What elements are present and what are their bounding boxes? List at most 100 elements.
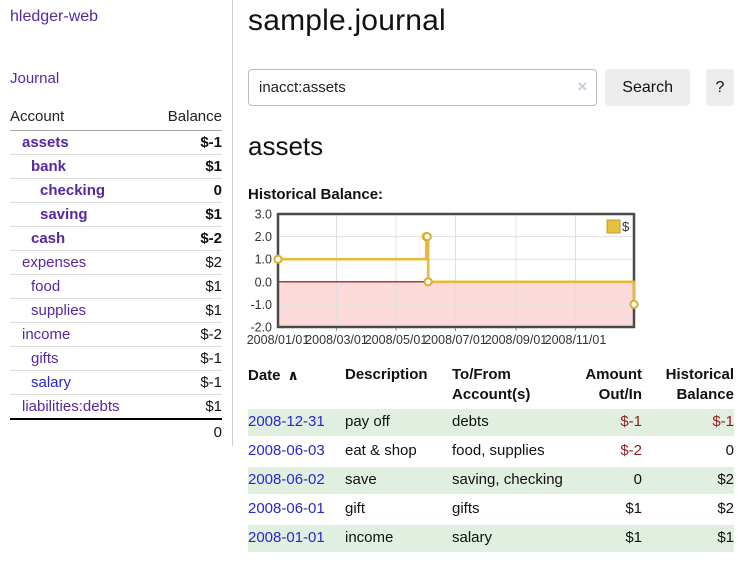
transaction-accounts: food, supplies [452,442,545,459]
transaction-balance: $2 [717,500,734,517]
account-link-liabilities-debts[interactable]: liabilities:debts [22,398,120,415]
main-content: sample.journal × Search ? assets Histori… [247,0,734,554]
transaction-balance: $1 [642,525,734,552]
register-col-amount: Amount Out/In [585,366,642,403]
transaction-description: income [345,525,452,552]
sort-asc-icon: ∧ [287,367,299,383]
account-row: gifts $-1 [10,346,222,371]
account-balance: $-1 [151,130,222,155]
account-row: bank $1 [10,154,222,179]
transaction-amount: $-2 [620,442,642,459]
account-balance: $1 [151,154,222,179]
svg-text:2008/09/01: 2008/09/01 [485,333,548,347]
transaction-row: 2008-12-31 pay off debts $-1 $-1 [248,409,734,436]
register-col-accounts: To/From Account(s) [452,366,531,403]
transaction-date: 2008-12-31 [248,409,345,436]
account-row: food $1 [10,274,222,299]
account-link-salary[interactable]: salary [31,374,72,391]
account-balance: $1 [151,298,222,323]
transaction-accounts: salary [452,525,564,552]
accounts-table: Account Balance assets $-1 bank $1 checking 0… [10,106,222,445]
app-brand-link[interactable]: hledger-web [10,8,99,25]
transaction-row: 2008-06-01 gift gifts $1 $2 [248,496,734,523]
account-row: salary $-1 [10,370,222,395]
account-link-checking[interactable]: checking [40,182,106,199]
account-row: liabilities:debts $1 [10,394,222,420]
register-col-description: Description [345,366,428,383]
account-row: checking 0 [10,178,222,203]
accounts-col-balance: Balance [151,106,222,131]
svg-text:3.0: 3.0 [255,208,272,222]
svg-text:2.0: 2.0 [255,230,272,244]
search-input[interactable] [248,69,598,106]
transaction-date: 2008-01-01 [248,525,345,552]
account-row: supplies $1 [10,298,222,323]
svg-text:-1.0: -1.0 [250,298,272,312]
sidebar-item-journal[interactable]: Journal [10,70,60,87]
help-button[interactable]: ? [706,69,734,106]
chart-svg: $3.0 2.0 1.0 0.0 -1.0 -2.02008/01/012008/03/0… [247,208,639,347]
transaction-date-link[interactable]: 2008-12-31 [248,413,325,430]
account-link-supplies[interactable]: supplies [31,302,87,319]
account-balance: $1 [151,274,222,299]
svg-text:$: $ [622,219,630,234]
account-balance: $-2 [151,226,222,251]
transaction-amount: $1 [564,525,642,552]
svg-text:-2.0: -2.0 [250,321,272,335]
transaction-date-link[interactable]: 2008-06-01 [248,500,325,517]
account-row: saving $1 [10,202,222,227]
register-table: Date ∧ Description To/From Account(s) Amo… [248,363,734,554]
transaction-date: 2008-06-03 [248,438,345,465]
account-link-food[interactable]: food [31,278,61,295]
transaction-row: 2008-01-01 income salary $1 $1 [248,525,734,552]
svg-text:2008/11/01: 2008/11/01 [545,333,607,347]
account-row: expenses $2 [10,250,222,275]
register-col-date[interactable]: Date ∧ [248,367,299,384]
account-balance: $2 [151,250,222,275]
account-row: income $-2 [10,322,222,347]
chart-title: Historical Balance: [248,186,384,203]
transaction-description: save [345,467,452,494]
transaction-accounts: gifts [452,500,480,517]
transaction-date-link[interactable]: 2008-06-02 [248,471,325,488]
svg-text:2008/07/01: 2008/07/01 [424,333,487,347]
historical-balance-chart: $3.0 2.0 1.0 0.0 -1.0 -2.0 2008/01/01 2008/03/0… [247,208,734,348]
svg-text:1.0: 1.0 [255,253,272,267]
account-link-cash[interactable]: cash [31,230,66,247]
transaction-date-link[interactable]: 2008-01-01 [248,529,325,546]
transaction-balance: $2 [642,467,734,494]
sidebar: hledger-web Journal Account Balance asse… [0,0,233,446]
transaction-amount: $1 [625,500,642,517]
account-link-income[interactable]: income [22,326,71,343]
transaction-description: pay off [345,409,452,436]
account-heading: assets [248,131,324,161]
account-link-gifts[interactable]: gifts [31,350,59,367]
transaction-description: gift [345,500,366,517]
search-button[interactable]: Search [605,69,690,106]
transaction-row: 2008-06-02 save saving, checking 0 $2 [248,467,734,494]
account-link-expenses[interactable]: expenses [22,254,87,271]
svg-text:2008/01/01: 2008/01/01 [247,333,310,347]
accounts-col-account: Account [10,106,152,131]
account-balance: $1 [151,394,222,420]
account-link-bank[interactable]: bank [31,158,67,175]
page-title: sample.journal [248,4,446,37]
clear-search-icon[interactable]: × [577,77,588,96]
register-col-balance: Historical Balance [665,366,734,403]
account-balance: $-2 [151,322,222,347]
account-link-assets[interactable]: assets [22,134,69,151]
search-form: × Search ? [248,69,734,106]
transaction-row: 2008-06-03 eat & shop food, supplies $-2 0 [248,438,734,465]
account-link-saving[interactable]: saving [40,206,88,223]
transaction-date: 2008-06-02 [248,467,345,494]
transaction-accounts: debts [452,409,564,436]
svg-text:0.0: 0.0 [255,275,272,289]
transaction-amount: $-1 [564,409,642,436]
transaction-date-link[interactable]: 2008-06-03 [248,442,325,459]
svg-text:2008/05/01: 2008/05/01 [365,333,428,347]
account-balance: 0 [151,178,222,203]
accounts-total-value: 0 [151,418,222,445]
transaction-balance: $-1 [642,409,734,436]
account-row: assets $-1 [10,130,222,155]
transaction-amount: 0 [564,467,642,494]
